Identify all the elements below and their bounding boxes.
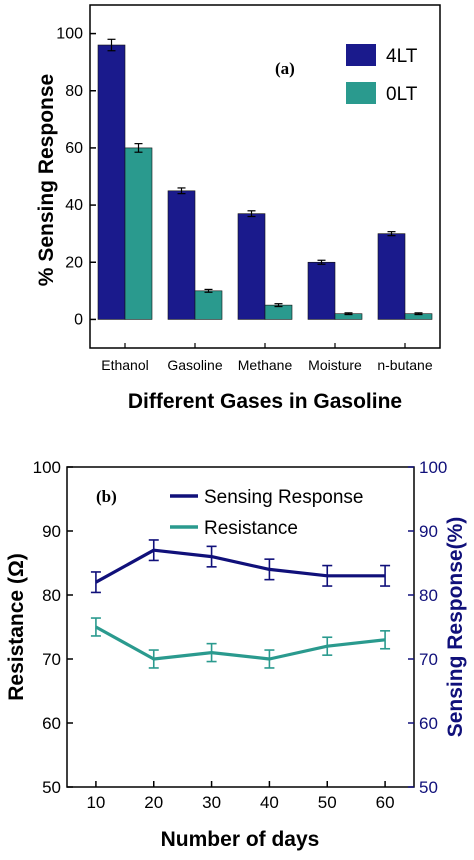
legend-label-0lt: 0LT bbox=[386, 84, 418, 105]
bar-0lt-methane bbox=[264, 304, 293, 320]
legend-swatch-4lt bbox=[346, 44, 376, 66]
x-tick-label-b: 50 bbox=[318, 793, 337, 812]
x-axis-ticks-a: Ethanol Gasoline Methane Moisture n-butane bbox=[101, 343, 433, 373]
panel-label-a: (a) bbox=[275, 59, 295, 78]
right-y-axis-ticks: 50 60 70 80 90 100 bbox=[408, 458, 447, 797]
y-axis-ticks-a: 0 20 40 60 80 100 bbox=[56, 26, 96, 328]
left-y-tick-label: 60 bbox=[42, 714, 61, 733]
right-y-tick-label: 100 bbox=[419, 458, 447, 477]
y-tick-label-a: 80 bbox=[65, 83, 83, 100]
right-y-tick-label: 90 bbox=[419, 522, 438, 541]
line-chart-panel: 50 60 70 80 90 100 50 60 70 80 90 100 10 20 30 40 50 60… bbox=[5, 458, 467, 851]
x-tick-label-b: 40 bbox=[260, 793, 279, 812]
line-sensing-response bbox=[95, 548, 386, 584]
left-y-tick-label: 90 bbox=[42, 522, 61, 541]
x-tick-label-moisture: Moisture bbox=[308, 357, 362, 373]
point-sensing-response bbox=[206, 545, 217, 568]
legend-label-sensing-response: Sensing Response bbox=[204, 487, 364, 508]
y-tick-label-a: 60 bbox=[65, 140, 83, 157]
y-tick-label-a: 40 bbox=[65, 197, 83, 214]
x-axis-title-b: Number of days bbox=[161, 828, 320, 851]
point-resistance bbox=[206, 642, 217, 663]
bar-chart-panel: 0 20 40 60 80 100 Ethanol Gasoline Methane Moist… bbox=[35, 4, 441, 413]
left-y-tick-label: 100 bbox=[33, 458, 61, 477]
legend-swatch-0lt bbox=[346, 82, 376, 104]
x-tick-label-b: 30 bbox=[202, 793, 221, 812]
left-y-axis-ticks: 50 60 70 80 90 100 bbox=[33, 458, 73, 797]
bars bbox=[97, 38, 433, 320]
bar-4lt-ethanol bbox=[97, 44, 126, 320]
point-sensing-response bbox=[90, 571, 101, 594]
right-y-tick-label: 50 bbox=[419, 778, 438, 797]
point-sensing-response bbox=[264, 558, 275, 581]
bar-0lt-gasoline bbox=[194, 290, 223, 320]
point-resistance bbox=[322, 636, 333, 656]
point-sensing-response bbox=[148, 539, 159, 562]
x-tick-label-b: 20 bbox=[144, 793, 163, 812]
x-axis-ticks-b: 10 20 30 40 50 60 bbox=[86, 781, 395, 812]
point-resistance bbox=[380, 630, 391, 650]
x-tick-label-b: 10 bbox=[86, 793, 105, 812]
bar-0lt-ethanol bbox=[124, 147, 153, 320]
left-y-tick-label: 80 bbox=[42, 586, 61, 605]
bar-4lt-n-butane bbox=[377, 233, 406, 320]
y-tick-label-a: 100 bbox=[56, 26, 83, 43]
bar-4lt-moisture bbox=[307, 261, 336, 320]
right-y-axis-title: Sensing Response(%) bbox=[444, 517, 467, 738]
point-resistance bbox=[264, 649, 275, 669]
y-tick-label-a: 20 bbox=[65, 254, 83, 271]
right-y-tick-label: 60 bbox=[419, 714, 438, 733]
x-tick-label-gasoline: Gasoline bbox=[167, 357, 222, 373]
x-tick-label-b: 60 bbox=[376, 793, 395, 812]
left-y-tick-label: 70 bbox=[42, 650, 61, 669]
point-resistance bbox=[90, 617, 101, 637]
bar-4lt-methane bbox=[237, 213, 266, 320]
panel-label-b: (b) bbox=[96, 487, 117, 506]
point-sensing-response bbox=[322, 564, 333, 587]
right-y-tick-label: 70 bbox=[419, 650, 438, 669]
y-tick-label-a: 0 bbox=[74, 311, 83, 328]
bar-4lt-gasoline bbox=[167, 190, 196, 320]
x-axis-title-a: Different Gases in Gasoline bbox=[128, 390, 402, 413]
x-tick-label-methane: Methane bbox=[238, 357, 293, 373]
point-sensing-response bbox=[380, 564, 391, 587]
point-resistance bbox=[148, 649, 159, 669]
x-tick-label-n-butane: n-butane bbox=[377, 357, 432, 373]
line-series bbox=[90, 539, 391, 669]
legend-label-resistance: Resistance bbox=[204, 518, 298, 539]
line-resistance bbox=[95, 625, 386, 661]
legend-label-4lt: 4LT bbox=[386, 46, 418, 67]
plot-frame-b bbox=[66, 466, 415, 788]
right-y-tick-label: 80 bbox=[419, 586, 438, 605]
y-axis-title-a: % Sensing Response bbox=[35, 74, 58, 286]
left-y-tick-label: 50 bbox=[42, 778, 61, 797]
left-y-axis-title: Resistance (Ω) bbox=[5, 553, 28, 701]
x-tick-label-ethanol: Ethanol bbox=[101, 357, 148, 373]
